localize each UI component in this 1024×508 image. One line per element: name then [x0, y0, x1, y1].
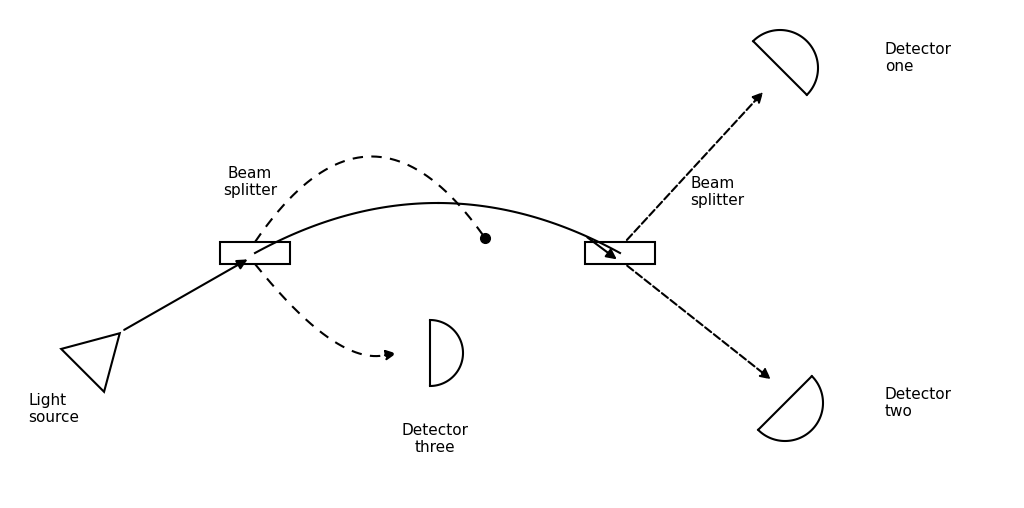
Bar [220, 242, 290, 264]
Text: Beam
splitter: Beam splitter [223, 166, 278, 198]
Text: Detector
one: Detector one [885, 42, 952, 74]
Bar [585, 242, 655, 264]
Text: Detector
three: Detector three [401, 423, 469, 455]
Text: Light
source: Light source [28, 393, 79, 425]
Text: Detector
two: Detector two [885, 387, 952, 419]
Text: Beam
splitter: Beam splitter [690, 176, 744, 208]
